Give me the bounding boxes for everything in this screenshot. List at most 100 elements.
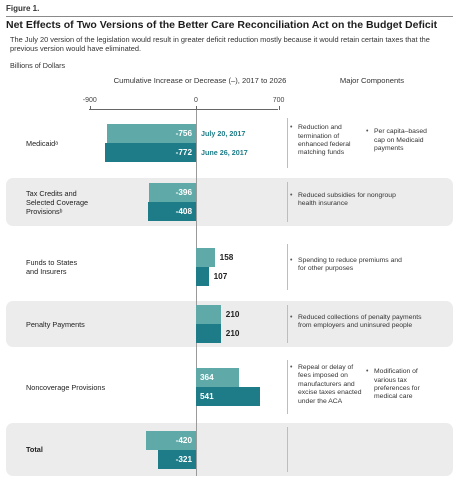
value-label: 158 <box>219 253 234 262</box>
bar-july-20 <box>149 183 196 202</box>
component-line: payments <box>374 145 404 153</box>
bar-june-26 <box>104 143 196 162</box>
row-separator <box>287 182 288 222</box>
bullet-icon: • <box>290 191 293 199</box>
component-line: from employers and uninsured people <box>298 322 413 329</box>
bar-july-20 <box>106 124 196 143</box>
category-label-line: Funds to States <box>26 258 78 267</box>
component-line: various tax <box>374 376 407 384</box>
component-line: termination of <box>298 132 340 140</box>
bar-june-26 <box>196 324 221 343</box>
value-label: -420 <box>175 435 192 445</box>
component-line: for other purposes <box>298 265 354 272</box>
category-label: Medicaidᵃ <box>26 139 58 148</box>
bullet-icon: • <box>290 313 293 321</box>
component-text: Modification of various tax preferences fo… <box>374 368 420 402</box>
zero-line <box>196 110 197 476</box>
components-column-header: Major Components <box>339 76 405 85</box>
category-label-line: Provisionsᵇ <box>26 206 63 216</box>
component-line: health insurance <box>298 200 348 207</box>
component-line: manufacturers and <box>298 380 355 388</box>
component-line: preferences for <box>374 385 420 392</box>
figure-label: Figure 1. <box>6 4 40 13</box>
value-label: 107 <box>213 272 228 281</box>
row-background <box>6 301 453 347</box>
x-tick-label: 0 <box>194 97 198 104</box>
bar-june-26 <box>196 387 260 406</box>
component-line: cap on Medicaid <box>374 136 424 144</box>
value-label: 210 <box>225 329 240 338</box>
component-line: Repeal or delay of <box>298 364 354 371</box>
x-tick-label: 700 <box>272 97 285 104</box>
component-line: under the ACA <box>298 397 343 405</box>
category-label: Funds to States and Insurers <box>26 258 77 276</box>
bullet-icon: • <box>290 256 293 264</box>
component-line: Reduction and <box>298 124 342 132</box>
component-line: Reduced collections of penalty payments <box>298 313 422 321</box>
component-text: Spending to reduce premiums and for other… <box>298 257 402 274</box>
row-separator <box>287 118 288 168</box>
value-label: 210 <box>225 310 240 319</box>
bar-june-26 <box>147 202 196 221</box>
component-line: fees imposed on <box>298 372 348 380</box>
component-line: Reduced subsidies for nongroup <box>298 191 396 199</box>
x-tick-label: -900 <box>82 97 97 104</box>
bar-july-20 <box>146 430 196 450</box>
bar-june-26 <box>196 267 209 286</box>
component-text: Reduction and termination of enhanced fede… <box>298 124 351 158</box>
component-line: medical care <box>374 393 413 401</box>
component-line: excise taxes enacted <box>298 389 362 397</box>
category-label: Noncoverage Provisions <box>26 383 105 392</box>
category-label: Penalty Payments <box>26 320 85 329</box>
x-tick-mark <box>279 106 280 110</box>
component-text: Reduced subsidies for nongroup health ins… <box>298 192 396 209</box>
component-text: Reduced collections of penalty payments f… <box>298 314 422 331</box>
row-background <box>6 178 453 226</box>
value-label: -408 <box>175 207 192 216</box>
row-separator <box>287 427 288 472</box>
value-label: -321 <box>175 454 192 464</box>
category-label-line: Total <box>26 445 43 454</box>
bar-july-20 <box>196 305 221 324</box>
category-label: Tax Credits and Selected Coverage Provisio… <box>26 189 88 216</box>
x-tick-mark <box>196 106 197 110</box>
row-separator <box>287 305 288 343</box>
bullet-icon: • <box>290 364 293 371</box>
component-line: Modification of <box>374 368 418 376</box>
category-label-line: and Insurers <box>26 267 67 276</box>
value-label: 364 <box>200 373 214 382</box>
category-label: Total <box>26 445 43 454</box>
title-rule <box>6 16 453 17</box>
bullet-icon: • <box>366 128 369 136</box>
chart-subtitle: The July 20 version of the legislation w… <box>10 35 430 53</box>
component-line: Spending to reduce premiums and <box>298 256 402 264</box>
legend-july-20: July 20, 2017 <box>201 129 246 138</box>
row-separator <box>287 244 288 290</box>
bar-july-20 <box>196 368 239 387</box>
chart-title: Net Effects of Two Versions of the Bette… <box>6 19 438 31</box>
category-label-line: Medicaidᵃ <box>26 138 58 148</box>
x-tick-mark <box>90 106 91 110</box>
component-text: Repeal or delay of fees imposed on manufac… <box>298 364 361 406</box>
component-text: Per capita–based cap on Medicaid payments <box>374 128 427 153</box>
value-label: -772 <box>175 148 192 157</box>
value-label: 541 <box>200 392 214 401</box>
x-axis-line <box>89 109 278 110</box>
category-label-line: Penalty Payments <box>26 319 85 329</box>
legend-june-26: June 26, 2017 <box>201 148 248 157</box>
bar-june-26 <box>158 449 196 469</box>
bullet-icon: • <box>366 368 369 376</box>
row-background <box>6 423 453 476</box>
row-separator <box>287 360 288 414</box>
component-line: enhanced federal <box>298 141 351 148</box>
component-line: Per capita–based <box>374 128 427 136</box>
category-label-line: Noncoverage Provisions <box>26 382 106 392</box>
component-line: matching funds <box>298 149 345 157</box>
units-label: Billions of Dollars <box>10 61 66 70</box>
bullet-icon: • <box>290 124 293 132</box>
category-label-line: Tax Credits and <box>26 188 77 198</box>
value-label: -396 <box>175 188 192 197</box>
chart-column-header: Cumulative Increase or Decrease (–), 201… <box>113 76 287 85</box>
bar-july-20 <box>196 248 215 267</box>
category-label-line: Selected Coverage <box>26 197 89 207</box>
